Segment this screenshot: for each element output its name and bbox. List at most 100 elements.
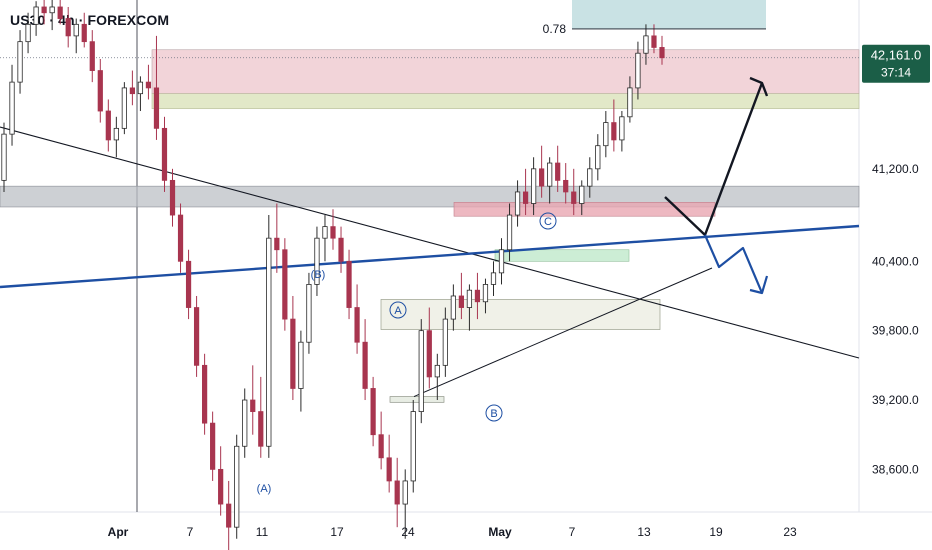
candle-body bbox=[490, 272, 497, 285]
candle-body bbox=[498, 249, 505, 274]
candle-body bbox=[482, 284, 489, 303]
bar-countdown-label: 37:14 bbox=[881, 66, 911, 80]
x-tick-label: 19 bbox=[709, 525, 723, 539]
y-tick-label: 38,600.0 bbox=[872, 462, 919, 476]
candle-body bbox=[242, 399, 248, 447]
candle-body bbox=[330, 226, 336, 239]
candle-body bbox=[466, 289, 473, 308]
y-tick-label: 39,800.0 bbox=[872, 324, 919, 338]
candle-body bbox=[17, 41, 23, 83]
candle-body bbox=[426, 330, 432, 378]
candle-body bbox=[563, 179, 569, 193]
candle-body bbox=[547, 162, 553, 187]
candle-body bbox=[33, 6, 39, 25]
candle-body bbox=[113, 127, 119, 141]
candle-body bbox=[659, 47, 665, 59]
zones-layer bbox=[0, 0, 860, 403]
y-tick-label: 41,200.0 bbox=[872, 162, 919, 176]
candle-body bbox=[226, 503, 232, 528]
candle-body bbox=[258, 411, 264, 447]
candle-body bbox=[193, 307, 200, 366]
candle-body bbox=[539, 168, 545, 187]
wave-label: B bbox=[490, 408, 497, 420]
candle-body bbox=[587, 168, 593, 187]
candle-body bbox=[129, 87, 135, 95]
candle-body bbox=[73, 23, 79, 37]
candle-body bbox=[65, 18, 71, 37]
candle-body bbox=[627, 87, 633, 118]
last-price-label: 42,161.0 bbox=[871, 48, 922, 63]
candle-body bbox=[153, 87, 160, 129]
fib-level-label: 0.78 bbox=[543, 22, 567, 36]
candle-body bbox=[97, 70, 103, 112]
candle-body bbox=[434, 364, 440, 378]
y-tick-label: 40,400.0 bbox=[872, 254, 919, 268]
candle-body bbox=[1, 133, 7, 181]
candle-body bbox=[506, 214, 513, 251]
demand-zone-small[interactable] bbox=[494, 249, 630, 262]
wave-label: C bbox=[544, 216, 552, 228]
candle-body bbox=[338, 237, 344, 262]
candle-body bbox=[555, 162, 561, 181]
candle-body bbox=[611, 122, 617, 141]
candle-body bbox=[651, 35, 657, 48]
fib-target-zone[interactable] bbox=[572, 0, 766, 29]
bullish-arrowhead bbox=[749, 76, 769, 97]
descending-trendline[interactable] bbox=[0, 126, 860, 359]
candle-body bbox=[635, 52, 641, 89]
candle-body bbox=[474, 289, 481, 303]
x-tick-label: 7 bbox=[187, 525, 194, 539]
candle-body bbox=[394, 480, 400, 505]
candle-body bbox=[306, 284, 312, 343]
blue-trendline[interactable] bbox=[0, 224, 860, 289]
candle-body bbox=[234, 445, 240, 528]
candle-body bbox=[354, 307, 360, 343]
candle-body bbox=[603, 122, 609, 147]
candle-body bbox=[314, 237, 320, 285]
x-tick-label: 7 bbox=[569, 525, 576, 539]
ascending-trendline[interactable] bbox=[413, 267, 713, 398]
consolidation-box[interactable] bbox=[380, 299, 661, 330]
bearish-projection-path[interactable] bbox=[703, 234, 764, 294]
supply-zone-small[interactable] bbox=[453, 202, 716, 217]
candle-body bbox=[298, 341, 304, 389]
candle-body bbox=[9, 81, 15, 135]
support-zone-olive[interactable] bbox=[151, 93, 860, 110]
candle-body bbox=[57, 6, 63, 19]
candle-body bbox=[522, 191, 529, 204]
wave-label: (B) bbox=[311, 269, 326, 281]
bearish-arrowhead bbox=[749, 275, 769, 295]
candle-body bbox=[290, 318, 296, 389]
candle-body bbox=[531, 168, 537, 204]
candles-layer bbox=[1, 0, 665, 550]
x-tick-label: 13 bbox=[637, 525, 651, 539]
candle-body bbox=[450, 295, 456, 320]
candle-body bbox=[619, 116, 625, 141]
y-axis-ticks: 38,600.0 39,200.0 39,800.0 40,400.0 41,200.0… bbox=[872, 162, 919, 477]
candle-body bbox=[41, 6, 47, 14]
x-tick-label: 23 bbox=[783, 525, 797, 539]
candle-body bbox=[418, 330, 424, 412]
resistance-zone-pink[interactable] bbox=[151, 49, 860, 94]
candle-body bbox=[386, 457, 392, 482]
candle-body bbox=[218, 468, 224, 505]
wave-label: A bbox=[394, 305, 402, 317]
wave-label-circle bbox=[389, 301, 407, 319]
price-tag-background bbox=[862, 44, 930, 83]
x-tick-label: Apr bbox=[108, 525, 129, 539]
candle-body bbox=[458, 295, 464, 308]
fib-layer: 1.611.381.3810.78 bbox=[543, 22, 766, 36]
x-tick-label: 11 bbox=[256, 525, 269, 539]
low-box[interactable] bbox=[389, 396, 445, 403]
wave-label-circle bbox=[539, 212, 557, 230]
candle-body bbox=[322, 226, 328, 239]
candle-body bbox=[210, 422, 216, 470]
candle-body bbox=[282, 249, 288, 320]
x-tick-label: 24 bbox=[401, 525, 415, 539]
pivot-zone-grey[interactable] bbox=[0, 185, 860, 208]
chart-title: US30 · 4h · FOREXCOM bbox=[10, 12, 170, 28]
candle-body bbox=[378, 434, 384, 459]
x-tick-label: 17 bbox=[330, 525, 344, 539]
candle-body bbox=[81, 23, 87, 43]
